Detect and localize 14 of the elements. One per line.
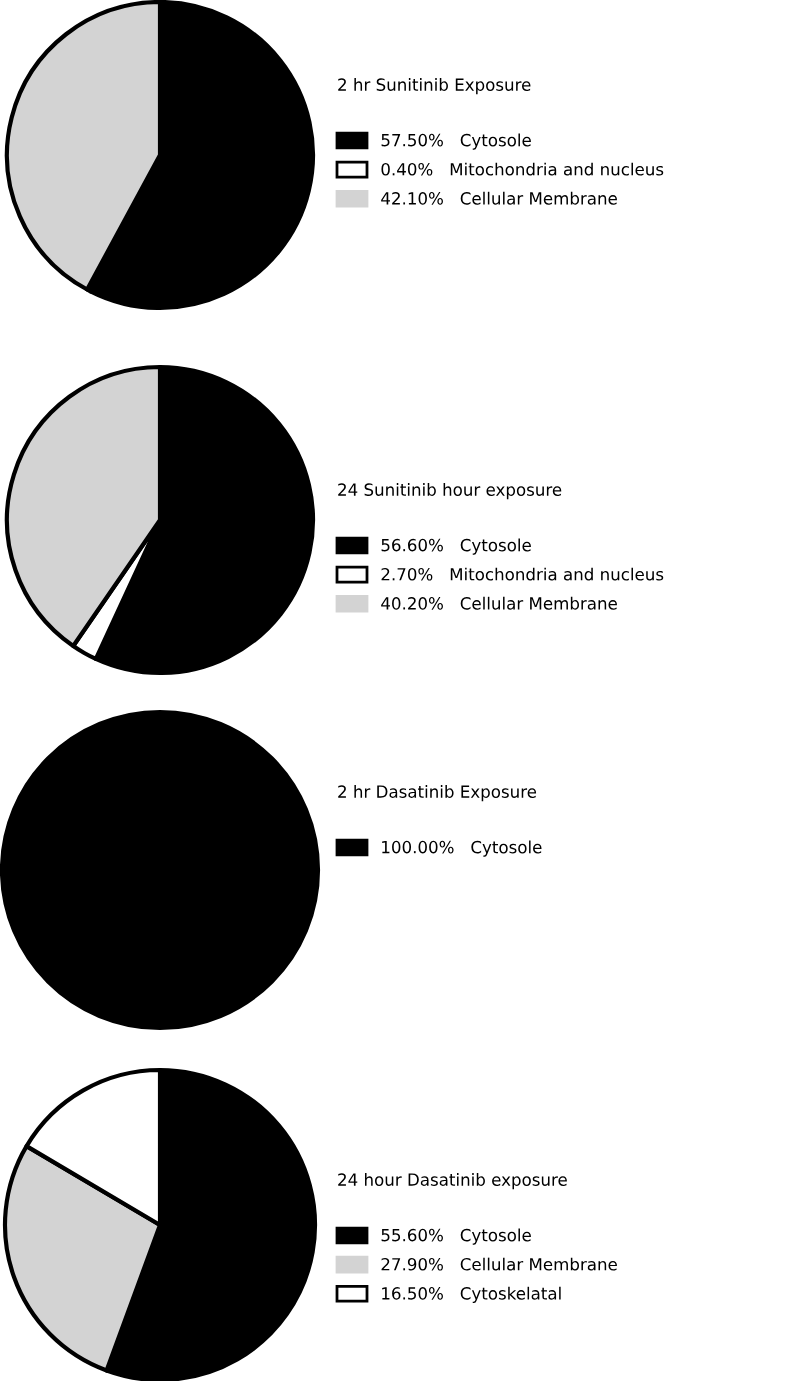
legend-title: 2 hr Sunitinib Exposure: [338, 78, 531, 95]
legend-title: 24 hour Dasatinib exposure: [338, 1173, 567, 1190]
legend-label: 42.10% Cellular Membrane: [381, 191, 617, 205]
legend-label: 56.60% Cytosole: [381, 538, 531, 555]
legend-label: 57.50% Cytosole: [381, 133, 531, 150]
legend-label: 2.70% Mitochondria and nucleus: [381, 567, 664, 581]
legend-label: 0.40% Mitochondria and nucleus: [381, 162, 664, 176]
legend-label: 100.00% Cytosole: [382, 840, 542, 857]
legend-label: 55.60% Cytosole: [381, 1228, 531, 1245]
legend-label: 16.50% Cytoskelatal: [382, 1286, 561, 1303]
legend-title: 24 Sunitinib hour exposure: [338, 483, 562, 500]
legend-label: 27.90% Cellular Membrane: [381, 1257, 617, 1271]
legend-label: 40.20% Cellular Membrane: [381, 596, 617, 610]
legend-title: 2 hr Dasatinib Exposure: [338, 785, 537, 802]
